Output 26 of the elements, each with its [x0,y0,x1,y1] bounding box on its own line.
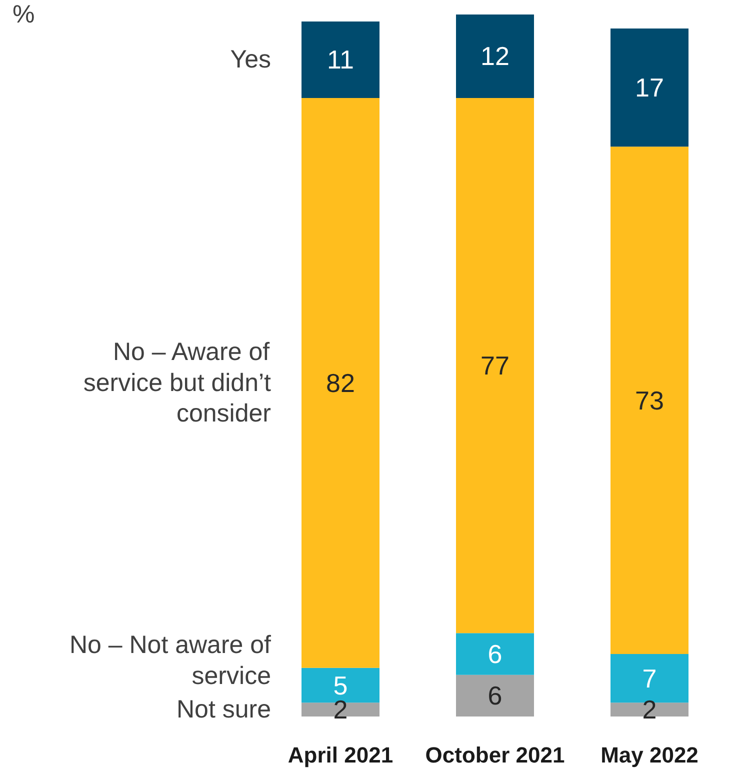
x-tick-label: April 2021 [288,742,394,768]
data-label: 6 [488,680,502,711]
data-label: 77 [480,350,510,381]
series-label: No – Aware of service but didn’t consider [83,338,272,428]
x-tick-label: October 2021 [425,742,565,768]
data-label: 11 [327,44,354,75]
series-label: Not sure [176,696,271,724]
series-label: Yes [230,46,271,74]
data-label: 17 [635,72,664,103]
bar [302,21,380,98]
data-label: 5 [333,670,348,700]
bar [456,14,534,98]
data-label: 73 [635,385,664,416]
x-tick-label: May 2022 [600,742,698,768]
bar [610,28,688,147]
series-label: No – Not aware of service [69,631,272,690]
bar [456,98,534,634]
data-label: 82 [326,368,355,398]
bar [302,98,380,668]
data-label: 6 [488,638,502,669]
text: % [12,0,35,28]
data-label: 7 [642,663,657,694]
bar [456,674,534,717]
data-label: 12 [480,41,510,72]
bar [456,633,534,675]
bar [610,146,688,654]
